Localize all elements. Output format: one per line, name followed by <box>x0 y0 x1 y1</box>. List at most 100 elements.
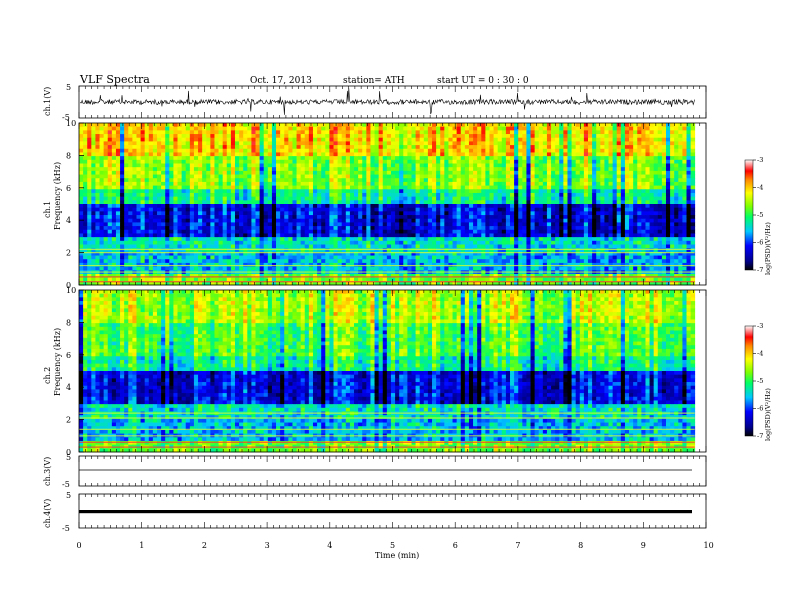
spectrogram-cell <box>530 218 536 223</box>
spectrogram-cell <box>460 237 466 242</box>
spectrogram-cell <box>526 137 531 142</box>
spectrogram-cell <box>542 240 548 245</box>
spectrogram-cell <box>366 126 371 131</box>
spectrogram-cell <box>115 159 121 164</box>
spectrogram-cell <box>161 229 166 234</box>
spectrogram-cell <box>284 229 289 234</box>
spectrogram-cell <box>473 145 478 150</box>
spectrogram-cell <box>608 130 614 135</box>
spectrogram-cell <box>124 196 129 201</box>
spectrogram-cell <box>518 211 523 216</box>
spectrogram-cell <box>432 148 437 153</box>
spectrogram-cell <box>440 137 445 142</box>
spectrogram-cell <box>218 200 224 205</box>
spectrogram-cell <box>460 174 466 179</box>
spectrogram-cell <box>169 123 174 128</box>
spectrogram-cell <box>251 137 256 142</box>
spectrogram-cell <box>181 204 187 209</box>
spectrogram-cell <box>83 174 88 179</box>
spectrogram-cell <box>99 163 105 168</box>
spectrogram-cell <box>546 226 552 231</box>
spectrogram-cell <box>300 211 306 216</box>
spectrogram-cell <box>674 211 679 216</box>
spectrogram-cell <box>177 218 183 223</box>
spectrogram-cell <box>415 240 421 245</box>
spectrogram-cell <box>670 123 675 128</box>
spectrogram-cell <box>682 156 687 161</box>
spectrogram-cell <box>542 141 548 146</box>
spectrogram-cell <box>530 196 536 201</box>
spectrogram-cell <box>173 148 178 153</box>
spectrogram-cell <box>222 244 228 249</box>
spectrogram-cell <box>629 134 634 139</box>
spectrogram-cell <box>538 233 544 238</box>
spectrogram-cell <box>674 200 679 205</box>
spectrogram-cell <box>456 156 462 161</box>
spectrogram-cell <box>95 215 100 220</box>
spectrogram-cell <box>555 189 560 194</box>
spectrogram-cell <box>620 192 626 198</box>
spectrogram-cell <box>440 240 445 245</box>
spectrogram-cell <box>690 196 696 201</box>
spectrogram-cell <box>374 200 380 205</box>
spectrogram-cell <box>148 192 154 198</box>
spectrogram-cell <box>333 126 338 131</box>
spectrogram-cell <box>551 222 556 227</box>
spectrogram-cell <box>341 156 347 161</box>
spectrogram-cell <box>616 152 622 157</box>
spectrogram-cell <box>354 130 359 135</box>
spectrogram-cell <box>686 137 691 142</box>
spectrogram-cell <box>571 233 577 238</box>
spectrogram-cell <box>452 167 458 172</box>
spectrogram-cell <box>124 204 129 209</box>
spectrogram-cell <box>226 185 232 190</box>
spectrogram-cell <box>633 137 638 142</box>
spectrogram-cell <box>407 126 412 131</box>
spectrogram-cell <box>399 163 404 168</box>
spectrogram-cell <box>136 207 141 212</box>
spectrogram-cell <box>288 233 293 238</box>
spectrogram-cell <box>399 148 404 153</box>
spectrogram-cell <box>518 141 523 146</box>
spectrogram-cell <box>559 134 564 139</box>
spectrogram-cell <box>210 148 215 153</box>
spectrogram-cell <box>587 126 593 131</box>
spectrogram-cell <box>419 185 425 190</box>
spectrogram-cell <box>534 240 540 245</box>
spectrogram-cell <box>263 137 269 142</box>
spectrogram-cell <box>690 181 696 186</box>
spectrogram-cell <box>103 148 109 153</box>
spectrogram-cell <box>161 200 166 205</box>
spectrogram-cell <box>608 156 614 161</box>
spectrogram-cell <box>411 229 416 234</box>
spectrogram-cell <box>354 185 359 190</box>
spectrogram-cell <box>280 152 285 157</box>
spectrogram-cell <box>140 192 146 198</box>
spectrogram-cell <box>271 185 277 190</box>
spectrogram-cell <box>304 123 310 128</box>
spectrogram-cell <box>395 211 400 216</box>
spectrogram-cell <box>653 141 659 146</box>
spectrogram-cell <box>255 240 260 245</box>
spectrogram-cell <box>596 134 601 139</box>
spectrogram-cell <box>464 189 470 194</box>
spectrogram-cell <box>148 152 154 157</box>
spectrogram-cell <box>189 181 195 186</box>
spectrogram-cell <box>670 200 675 205</box>
spectrogram-cell <box>514 141 519 146</box>
spectrogram-cell <box>473 207 478 212</box>
spectrogram-cell <box>243 229 248 234</box>
spectrogram-cell <box>501 126 507 131</box>
spectrogram-cell <box>411 156 416 161</box>
spectrogram-cell <box>530 185 536 190</box>
spectrogram-cell <box>255 141 260 146</box>
spectrogram-cell <box>608 163 614 168</box>
spectrogram-cell <box>165 170 170 175</box>
spectrogram-cell <box>255 229 260 234</box>
spectrogram-cell <box>177 170 183 175</box>
spectrogram-cell <box>551 200 556 205</box>
spectrogram-cell <box>173 189 178 194</box>
spectrogram-cell <box>259 226 265 231</box>
spectrogram-cell <box>317 130 322 135</box>
spectrogram-cell <box>124 123 129 128</box>
